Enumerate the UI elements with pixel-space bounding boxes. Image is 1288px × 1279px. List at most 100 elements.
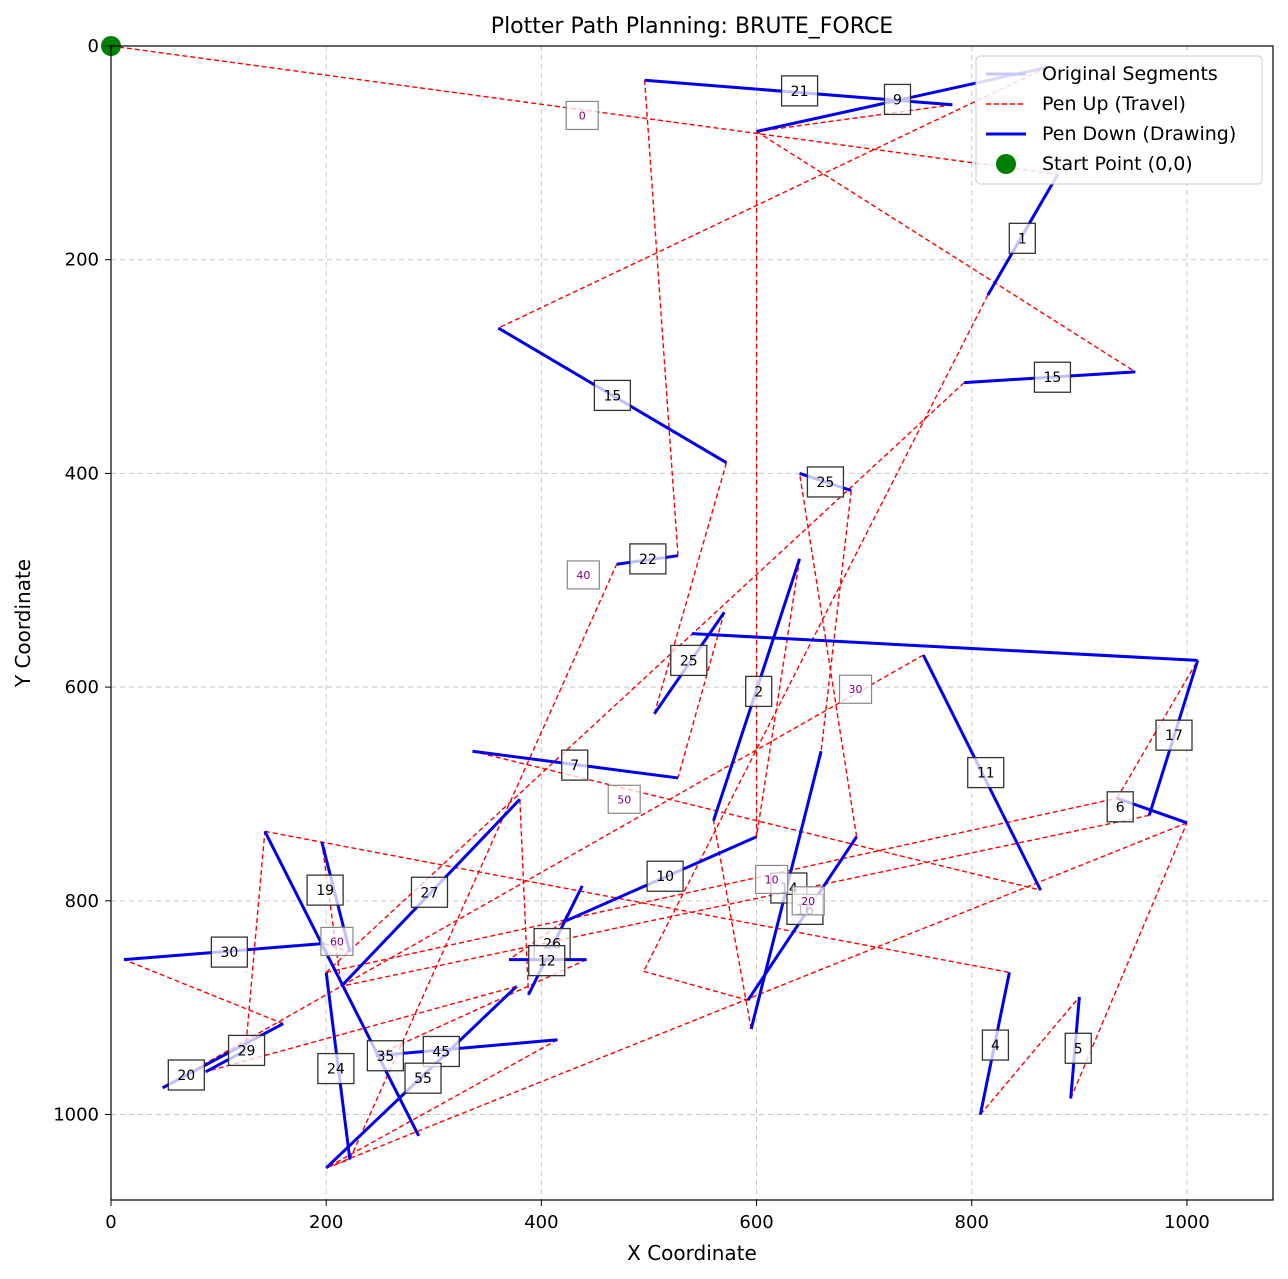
travel-move <box>519 799 530 995</box>
travel-move <box>375 958 587 1057</box>
legend-entry-label: Start Point (0,0) <box>1042 153 1193 175</box>
segment-label-box <box>366 1040 405 1072</box>
travel-move <box>325 822 1188 1169</box>
segment-label: 27 <box>421 885 439 901</box>
drawing-segment <box>691 632 1198 662</box>
segment-label-box <box>227 1034 266 1067</box>
travel-move <box>643 970 749 1001</box>
drawing-segment <box>263 830 421 1137</box>
segment-label-box <box>1064 1032 1092 1064</box>
segment-label-box <box>306 874 344 906</box>
segment-label-box <box>1033 361 1072 393</box>
x-tick-label: 1000 <box>1164 1212 1210 1233</box>
segment-label-box <box>561 749 589 781</box>
y-tick-label: 1000 <box>53 1105 99 1126</box>
travel-move <box>677 612 725 779</box>
segment-label: 21 <box>791 84 809 100</box>
travel-label: 10 <box>765 873 779 886</box>
x-tick-label: 800 <box>955 1212 989 1233</box>
travel-move <box>325 382 965 973</box>
travel-move <box>798 473 858 837</box>
travel-label: 20 <box>801 895 815 908</box>
travel-move <box>498 66 1048 329</box>
segment-label: 4 <box>991 1038 1000 1054</box>
y-axis-ticks: 0 200 400 600 800 1000 <box>53 36 111 1126</box>
travel-label-box <box>565 100 599 131</box>
travel-label-box <box>838 674 873 704</box>
travel-label-box <box>791 886 825 916</box>
segment-label-box <box>404 1062 442 1094</box>
travel-label: 0 <box>579 109 586 122</box>
segment-label: 5 <box>1074 1041 1083 1057</box>
travel-move <box>325 1039 558 1169</box>
segment-label-box <box>670 644 708 677</box>
travel-move <box>123 958 284 1025</box>
travel-move <box>110 45 1058 175</box>
y-tick-label: 600 <box>65 677 99 698</box>
travel-move <box>642 294 989 972</box>
segment-label: 25 <box>680 653 698 669</box>
travel-move <box>755 558 801 837</box>
segment-label: 20 <box>177 1068 195 1084</box>
segment-label: 7 <box>570 758 579 774</box>
segment-label: 6 <box>1116 800 1125 816</box>
travel-move <box>653 462 728 715</box>
x-tick-label: 200 <box>309 1212 343 1233</box>
travel-label-box <box>320 926 354 957</box>
segment-label: 25 <box>817 475 835 491</box>
drawing-segment <box>375 1038 558 1058</box>
legend: Original Segments Pen Up (Travel) Pen Down… <box>975 55 1263 185</box>
segment-label-box <box>745 675 773 708</box>
legend-entry-label: Original Segments <box>1042 63 1218 85</box>
travel-label-box <box>566 560 600 590</box>
travel-label: 30 <box>849 683 863 696</box>
segment-label-box <box>629 543 667 575</box>
segment-label-box <box>167 1059 205 1091</box>
travel-move <box>244 831 266 1051</box>
segment-label-box <box>593 379 632 412</box>
x-tick-label: 400 <box>524 1212 558 1233</box>
segment-label: 45 <box>432 1044 450 1060</box>
x-axis-label: X Coordinate <box>627 1241 757 1265</box>
travel-move <box>264 830 1010 974</box>
segment-labels-layer: 2191151525222521771161014161927261230294… <box>167 75 1193 1094</box>
segment-label: 17 <box>1165 728 1183 744</box>
segment-label: 24 <box>327 1062 345 1078</box>
segment-label-box <box>317 1052 355 1085</box>
y-tick-label: 800 <box>65 891 99 912</box>
segment-label: 55 <box>414 1071 432 1087</box>
travel-move <box>820 490 852 752</box>
travel-move <box>756 130 1136 373</box>
travel-move <box>162 654 924 1089</box>
travel-label-box <box>607 784 641 814</box>
legend-entry-label: Pen Down (Drawing) <box>1042 123 1236 145</box>
plot-frame <box>110 45 1274 1201</box>
legend-swatch-dot <box>996 154 1016 174</box>
segment-label: 19 <box>316 883 334 899</box>
segment-label-box <box>967 756 1005 789</box>
x-axis-ticks: 0 200 400 600 800 1000 <box>105 1200 1210 1233</box>
travel-move <box>341 814 1150 987</box>
segment-label-box <box>528 945 566 977</box>
segment-label-box <box>410 876 449 908</box>
legend-box <box>975 55 1263 185</box>
segment-label-box <box>806 466 845 498</box>
y-tick-label: 400 <box>65 463 99 484</box>
x-tick-label: 600 <box>739 1212 773 1233</box>
segment-label: 29 <box>238 1043 256 1059</box>
travel-move <box>1116 660 1199 799</box>
segment-label-box <box>780 75 819 107</box>
travel-move <box>321 841 342 987</box>
x-tick-label: 0 <box>105 1212 116 1233</box>
segment-label-box <box>1155 719 1193 751</box>
travel-label: 60 <box>330 935 344 948</box>
segment-label-box <box>646 860 684 892</box>
segment-label: 12 <box>538 954 556 970</box>
segment-label: 15 <box>1044 370 1062 386</box>
segment-label: 10 <box>656 869 674 885</box>
chart-title: Plotter Path Planning: BRUTE_FORCE <box>491 14 893 39</box>
travel-move <box>979 996 1080 1115</box>
travel-move <box>712 820 752 1030</box>
segment-label: 2 <box>754 684 763 700</box>
y-axis-label: Y Coordinate <box>11 559 35 688</box>
